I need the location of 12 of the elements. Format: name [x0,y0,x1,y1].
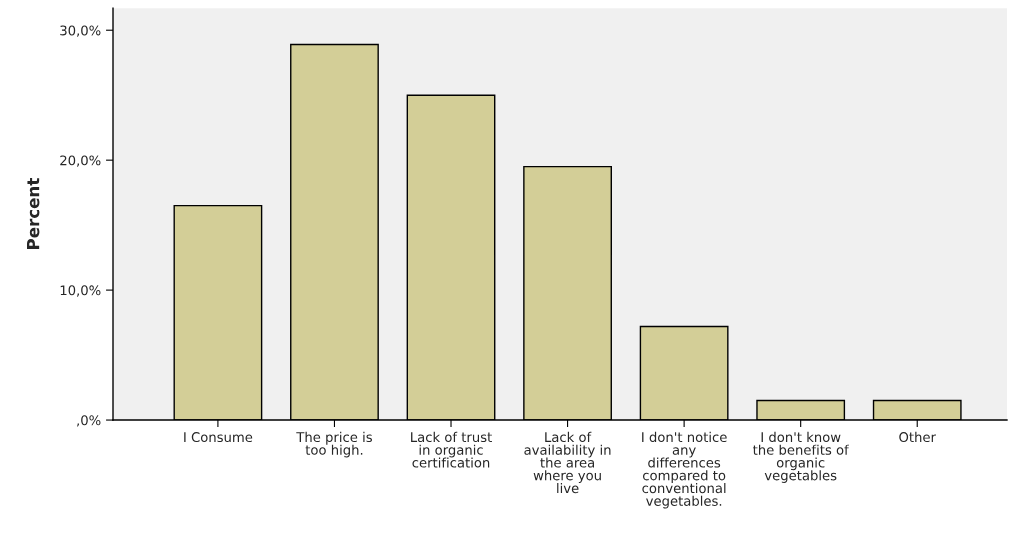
x-tick-label: I Consume [184,432,253,443]
x-tick-label: Lack of trust in organic certification [411,431,492,468]
y-axis-title: Percent [27,178,40,249]
y-tick-label: 30,0% [60,25,101,37]
x-tick-label: I don't notice any differences compared to conventional vegetables. [642,431,727,509]
x-tick-label: I don't know the benefits of organic vegetables [752,431,849,483]
x-tick-label: The price is too high. [296,431,372,458]
y-tick-label: 20,0% [60,155,101,167]
x-tick-label: Lack of availability in the area where you live [524,431,611,494]
y-tick-label: 10,0% [60,285,101,297]
x-tick-label: Other [899,431,936,443]
y-tick-label: ,0% [77,415,101,427]
